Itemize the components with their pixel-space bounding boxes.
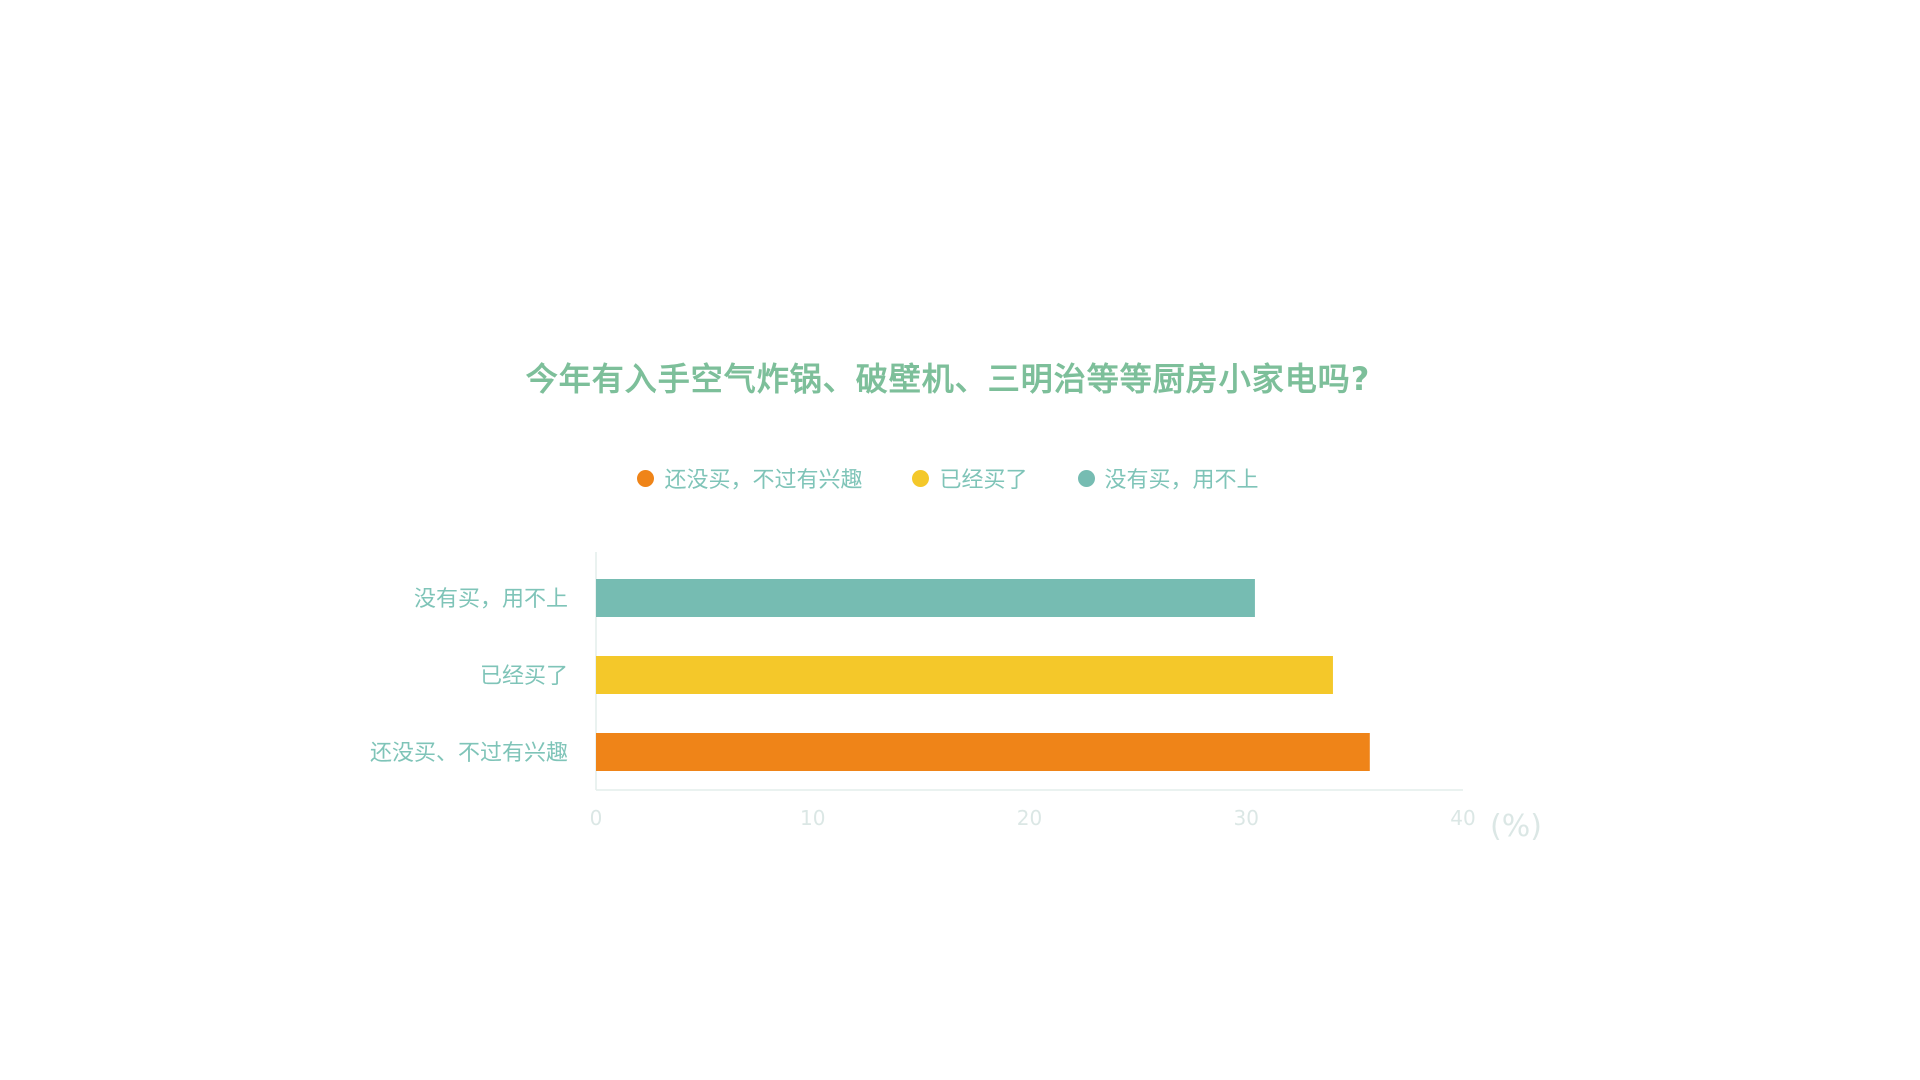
x-unit-label: (%) [1490,809,1542,844]
x-tick-label: 40 [1450,806,1475,830]
bar [596,656,1333,694]
x-tick-label: 30 [1234,806,1259,830]
legend-dot-icon [637,469,655,487]
chart-legend: 还没买，不过有兴趣 已经买了 没有买，用不上 [0,462,1896,494]
chart-title: 今年有入手空气炸锅、破壁机、三明治等等厨房小家电吗? [525,360,1371,398]
legend-item-bought: 已经买了 [912,462,1028,494]
legend-label: 还没买，不过有兴趣 [664,468,863,493]
legend-item-not-needed: 没有买，用不上 [1077,462,1259,494]
legend-label: 已经买了 [939,468,1028,493]
x-tick-label: 10 [800,806,825,830]
legend-dot-icon [1077,469,1095,487]
legend-dot-icon [912,469,930,487]
x-tick-label: 0 [590,806,603,830]
bar [596,579,1255,617]
x-tick-label: 20 [1017,806,1042,830]
legend-label: 没有买，用不上 [1104,468,1259,493]
category-label: 还没买、不过有兴趣 [370,741,568,766]
category-label: 没有买，用不上 [414,587,568,612]
category-label: 已经买了 [480,664,568,689]
legend-item-interested: 还没买，不过有兴趣 [637,462,862,494]
bar [596,733,1370,771]
